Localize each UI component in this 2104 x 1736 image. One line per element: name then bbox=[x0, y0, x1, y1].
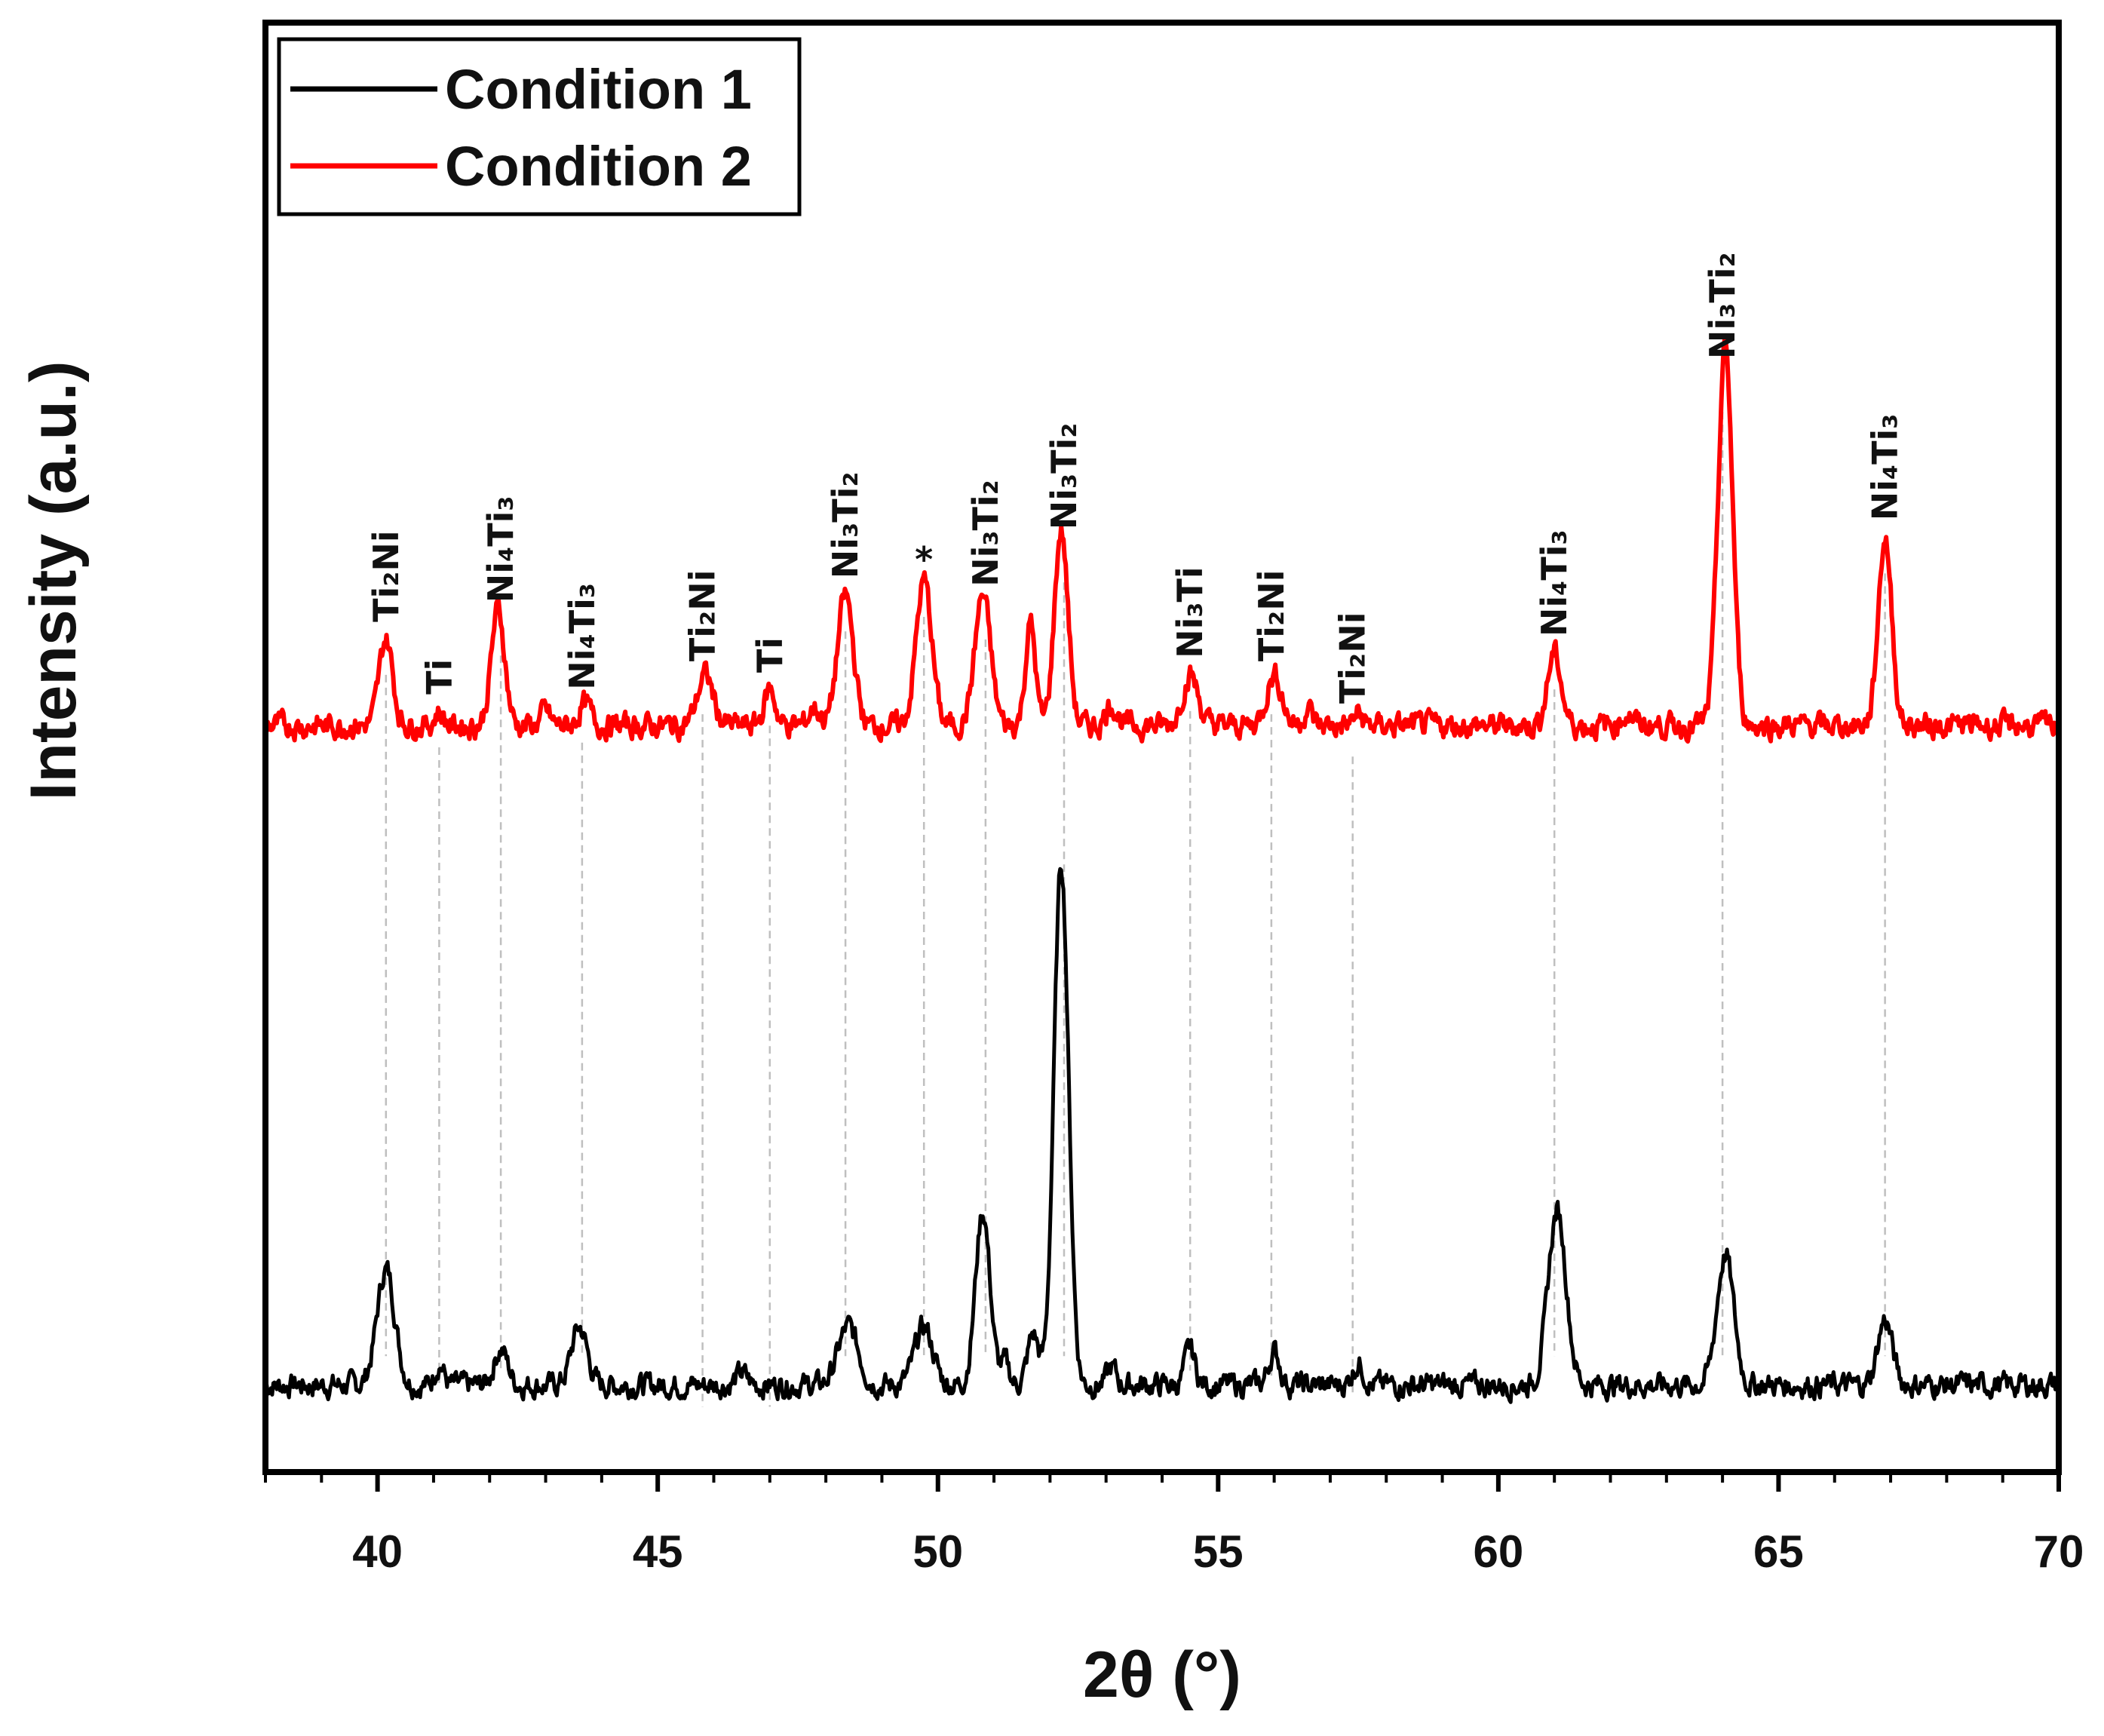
peak-label: Ni₄Ti₃ bbox=[1865, 414, 1906, 521]
peak-label: Ti₂Ni bbox=[1333, 612, 1373, 704]
x-tick-label: 40 bbox=[352, 1526, 403, 1577]
peak-label: Ni₃Ti₂ bbox=[1702, 252, 1743, 359]
peak-label: * bbox=[915, 539, 933, 580]
peak-label: Ti bbox=[419, 659, 459, 695]
peak-label: Ni₄Ti₃ bbox=[562, 583, 603, 690]
series-line-condition-2 bbox=[263, 336, 2061, 744]
legend-label-condition-2: Condition 2 bbox=[445, 135, 752, 198]
peak-guide-lines bbox=[385, 412, 1886, 1407]
peak-label: Ni₃Ti bbox=[1170, 566, 1210, 658]
x-tick-label: 55 bbox=[1193, 1526, 1244, 1577]
peak-label: Ti₂Ni bbox=[366, 530, 406, 622]
peak-label: Ni₃Ti₂ bbox=[825, 471, 866, 578]
peak-label: Ti₂Ni bbox=[1251, 570, 1292, 662]
x-axis-tick-labels: 40 45 50 55 60 65 70 bbox=[352, 1526, 2084, 1577]
peak-label: Ni₃Ti₂ bbox=[1044, 423, 1084, 530]
peak-label: Ni₄Ti₃ bbox=[1534, 529, 1575, 636]
x-tick-label: 45 bbox=[633, 1526, 683, 1577]
x-axis-ticks bbox=[264, 1472, 2061, 1492]
series-curves bbox=[263, 336, 2061, 1404]
x-axis-title: 2θ (°) bbox=[1083, 1639, 1241, 1711]
peak-labels: Ti₂Ni Ti Ni₄Ti₃ Ni₄Ti₃ Ti₂Ni Ti Ni₃Ti₂ * Ni₃Ti₂ N… bbox=[366, 252, 1906, 704]
peak-label: Ti bbox=[750, 637, 790, 673]
legend-label-condition-1: Condition 1 bbox=[445, 58, 752, 121]
y-axis-title: Intensity (a.u.) bbox=[17, 361, 90, 801]
x-tick-label: 70 bbox=[2034, 1526, 2084, 1577]
x-tick-label: 65 bbox=[1753, 1526, 1804, 1577]
legend: Condition 1 Condition 2 bbox=[277, 37, 802, 216]
series-line-condition-1 bbox=[264, 866, 2061, 1404]
legend-box bbox=[277, 37, 802, 216]
peak-label: Ni₃Ti₂ bbox=[965, 480, 1006, 587]
peak-label: Ti₂Ni bbox=[682, 570, 723, 662]
plot-frame bbox=[262, 20, 2062, 1475]
x-tick-label: 50 bbox=[912, 1526, 963, 1577]
peak-label: Ni₄Ti₃ bbox=[480, 495, 521, 603]
x-tick-label: 60 bbox=[1474, 1526, 1524, 1577]
